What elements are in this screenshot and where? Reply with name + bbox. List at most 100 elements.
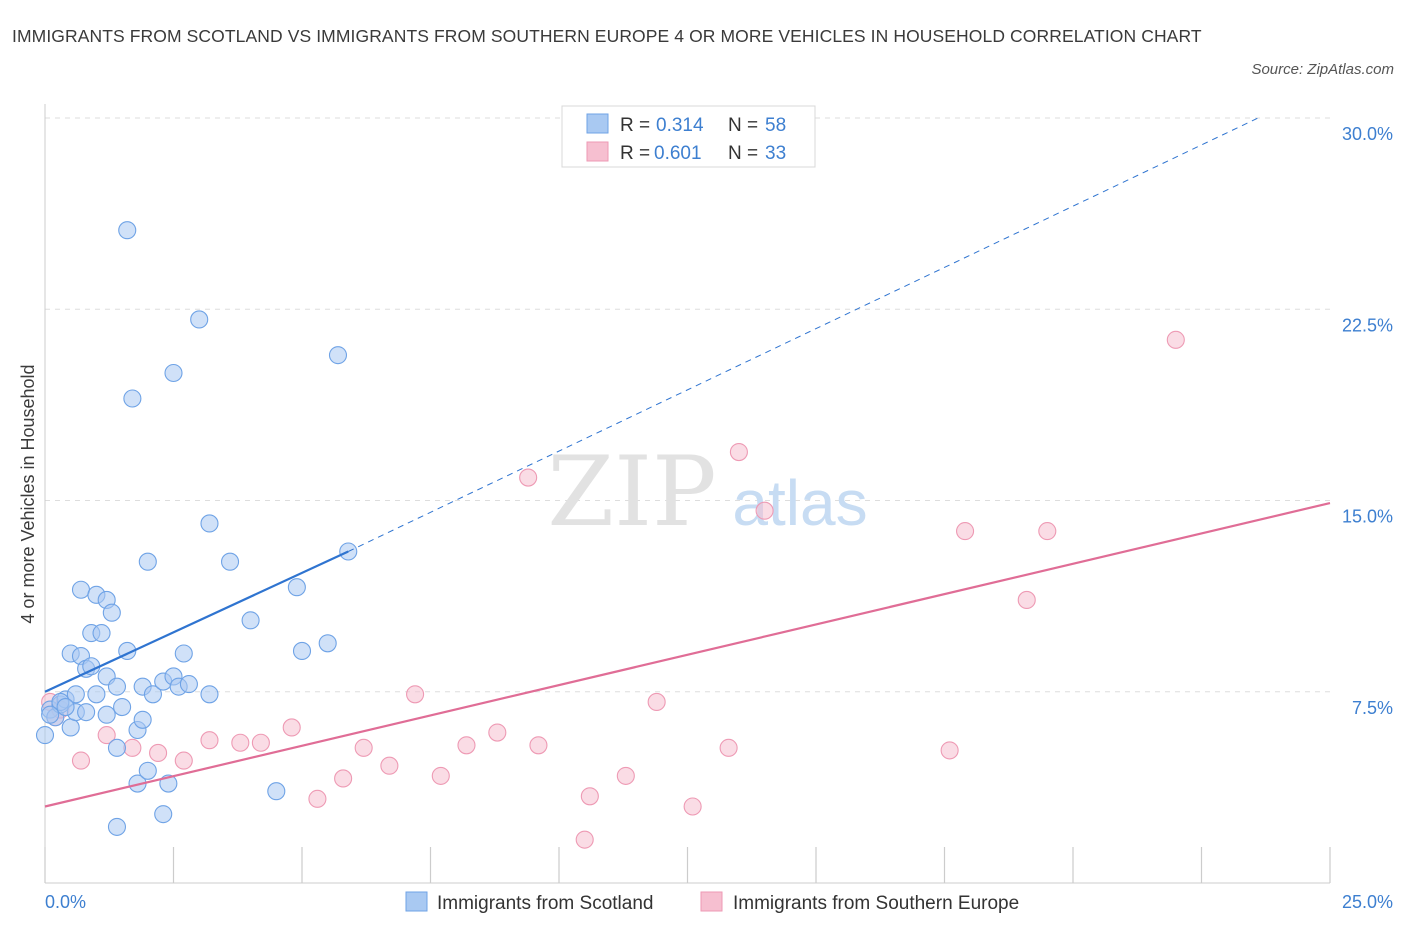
- bottom-legend-label-scotland: Immigrants from Scotland: [437, 893, 653, 914]
- legend-r-value-1: 0.314: [656, 115, 704, 136]
- scotland-point-5: [61, 718, 80, 737]
- y-axis-label: 4 or more Vehicles in Household: [18, 364, 38, 623]
- southern-point-29: [755, 501, 774, 520]
- source-credit: Source: ZipAtlas.com: [1251, 61, 1394, 78]
- bottom-legend: Immigrants from Scotland Immigrants from…: [405, 891, 1019, 914]
- grid-lines: [45, 117, 1330, 693]
- watermark-atlas: atlas: [732, 467, 867, 539]
- southern-point-21: [529, 736, 548, 755]
- scotland-point-23: [107, 738, 127, 757]
- southern-point-22: [575, 830, 594, 849]
- scotland-point-28: [123, 389, 142, 408]
- southern-europe-points: [41, 330, 1185, 849]
- scotland-points: [35, 221, 358, 836]
- scotland-point-40: [164, 363, 183, 383]
- southern-trend-line: [44, 501, 1331, 808]
- southern-point-10: [251, 733, 270, 752]
- scotland-point-26: [118, 221, 137, 240]
- southern-point-33: [1038, 522, 1057, 541]
- x-tick-label-0: 0.0%: [45, 892, 86, 912]
- scotland-point-36: [154, 805, 173, 824]
- southern-point-34: [1166, 330, 1185, 349]
- y-tick-label-0: 7.5%: [1352, 698, 1393, 718]
- scotland-point-24: [107, 817, 127, 836]
- southern-point-24: [616, 766, 635, 785]
- top-legend: R = 0.314 N = 58 R = 0.601 N = 33: [561, 105, 816, 168]
- southern-point-19: [488, 723, 507, 742]
- scotland-point-0: [35, 726, 55, 745]
- watermark-zip: ZIP: [547, 436, 716, 548]
- scotland-point-33: [138, 761, 157, 780]
- legend-n-label-2: N =: [728, 143, 758, 164]
- scotland-point-11: [77, 703, 96, 722]
- scotland-point-56: [41, 705, 60, 724]
- scotland-point-48: [241, 611, 260, 630]
- legend-swatch-southern: [586, 141, 609, 162]
- scotland-point-49: [267, 782, 286, 801]
- southern-point-25: [647, 692, 666, 712]
- southern-point-9: [231, 733, 250, 752]
- scotland-point-25: [113, 697, 132, 717]
- tick-labels: 7.5% 15.0% 22.5% 30.0% 0.0% 25.0%: [45, 124, 1393, 912]
- scotland-point-16: [87, 685, 106, 704]
- southern-point-8: [200, 731, 219, 750]
- scotland-point-51: [292, 641, 312, 661]
- scotland-point-17: [92, 624, 111, 643]
- x-tick-label-1: 25.0%: [1342, 892, 1393, 912]
- legend-r-value-2: 0.601: [654, 143, 702, 164]
- y-tick-label-1: 15.0%: [1342, 507, 1393, 527]
- southern-point-32: [1017, 590, 1036, 610]
- legend-n-value-2: 33: [765, 143, 786, 164]
- scotland-point-21: [102, 603, 121, 622]
- southern-point-12: [308, 789, 327, 808]
- scotland-trend-extension: [348, 117, 1259, 552]
- scotland-point-45: [200, 685, 219, 704]
- southern-point-31: [956, 522, 975, 541]
- axes: [44, 104, 1331, 884]
- southern-point-18: [457, 736, 476, 755]
- trend-lines: [44, 117, 1331, 808]
- legend-r-label-1: R =: [620, 115, 650, 136]
- bottom-legend-label-southern: Immigrants from Southern Europe: [733, 893, 1019, 914]
- scotland-point-52: [318, 634, 337, 653]
- watermark: ZIP atlas: [547, 436, 867, 548]
- scotland-point-47: [220, 552, 240, 571]
- southern-point-17: [431, 766, 450, 785]
- southern-point-16: [406, 685, 425, 704]
- scotland-point-22: [107, 677, 127, 696]
- y-tick-label-2: 22.5%: [1342, 315, 1393, 335]
- southern-point-11: [282, 718, 301, 737]
- scotland-point-57: [56, 697, 75, 717]
- y-tick-label-3: 30.0%: [1342, 124, 1393, 144]
- scotland-point-46: [200, 514, 219, 533]
- southern-point-30: [940, 741, 959, 760]
- scotland-point-53: [328, 346, 348, 365]
- southern-point-6: [149, 743, 168, 763]
- scotland-point-42: [174, 644, 193, 663]
- legend-n-value-1: 58: [765, 115, 786, 136]
- southern-point-27: [719, 738, 738, 757]
- southern-point-5: [123, 738, 142, 757]
- southern-point-7: [174, 751, 193, 770]
- bottom-legend-swatch-scotland: [405, 891, 428, 912]
- southern-point-28: [729, 442, 748, 462]
- bottom-legend-swatch-southern: [700, 891, 723, 912]
- scotland-point-10: [71, 580, 91, 599]
- southern-point-4: [97, 726, 116, 745]
- southern-point-3: [71, 751, 91, 770]
- scotland-point-19: [97, 705, 116, 724]
- legend-n-label-1: N =: [728, 115, 758, 136]
- scotland-point-7: [66, 685, 85, 704]
- chart-title: IMMIGRANTS FROM SCOTLAND VS IMMIGRANTS F…: [12, 26, 1202, 46]
- southern-point-13: [334, 769, 353, 788]
- scotland-point-50: [287, 578, 306, 597]
- scotland-trend-line: [44, 550, 349, 693]
- southern-point-23: [580, 787, 599, 806]
- scotland-point-31: [133, 710, 152, 729]
- southern-point-26: [683, 797, 702, 816]
- scotland-point-34: [138, 552, 157, 571]
- southern-point-15: [380, 756, 399, 775]
- southern-point-20: [519, 468, 538, 487]
- scotland-point-43: [179, 675, 198, 694]
- southern-point-14: [354, 738, 373, 757]
